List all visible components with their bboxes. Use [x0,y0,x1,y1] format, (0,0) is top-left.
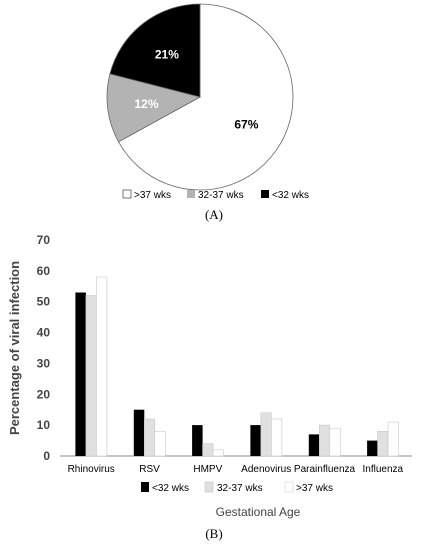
pie-slice-32-wks [109,3,201,98]
x-tick-label-hmpv: HMPV [193,464,222,475]
panel-label-a: (A) [205,207,223,222]
bar-rsv-32-wks [133,409,145,456]
bar-legend-label-lt32: <32 wks [152,483,189,494]
bar-influenza-32-37-wks [377,430,389,457]
bar-hmpv-37-wks [212,449,224,457]
bar-parainfluenza-37-wks [329,427,341,457]
pie-value-label-37-wks: 67% [234,118,258,132]
x-tick-label-influenza: Influenza [363,464,404,475]
y-tick-label: 50 [37,295,51,309]
y-tick-label: 30 [37,356,51,370]
pie-slice-37-wks [117,3,294,191]
bar-adenovirus-32-wks [250,425,261,456]
y-tick-label: 20 [37,387,51,401]
y-tick-label: 70 [37,233,51,247]
panel-label-b: (B) [205,526,222,541]
x-tick-label-rsv: RSV [139,464,160,475]
bar-rsv-37-wks [154,430,166,457]
bar-rsv-32-37-wks [144,418,156,457]
pie-legend: >37 wks 32-37 wks <32 wks [122,189,309,201]
bar-hmpv-32-37-wks [202,443,214,457]
bar-influenza-37-wks [387,421,399,457]
bar-legend: <32 wks 32-37 wks >37 wks [141,481,333,494]
bar-legend-swatch-32-37 [204,481,214,493]
bar-rhinovirus-37-wks [96,276,108,457]
pie-legend-label-gt37: >37 wks [134,190,171,201]
pie-legend-swatch-lt32 [261,190,269,198]
pie-value-label-32-37-wks: 12% [134,97,158,111]
x-tick-label-rhinovirus: Rhinovirus [68,464,115,475]
bar-rhinovirus-32-wks [75,292,86,456]
y-axis-label: Percentage of viral infection [7,261,22,435]
bar-legend-swatch-gt37 [284,481,294,493]
bar-adenovirus-32-37-wks [260,412,272,457]
pie-legend-swatch-32-37 [187,190,195,198]
bar-legend-label-32-37: 32-37 wks [217,483,263,494]
pie-legend-label-32-37: 32-37 wks [198,190,244,201]
pie-slice-32-37-wks [106,73,202,143]
y-tick-label: 0 [43,449,50,463]
bar-legend-label-gt37: >37 wks [296,483,333,494]
bar-chart: Percentage of viral infection 0 10 20 30 40 5… [7,233,412,475]
bar-rhinovirus-32-37-wks [85,295,97,457]
bar-legend-swatch-lt32 [141,482,149,492]
bar-parainfluenza-32-wks [308,434,320,456]
bar-parainfluenza-32-37-wks [318,424,331,457]
bar-adenovirus-37-wks [271,418,283,457]
x-axis-label: Gestational Age [216,505,301,519]
x-tick-label-parainfluenza: Parainfluenza [294,464,356,475]
pie-chart: 67% 12% 21% [106,3,294,191]
bar-influenza-32-wks [367,440,378,456]
y-tick-label: 10 [37,418,51,432]
y-tick-label: 40 [37,326,51,340]
y-tick-label: 60 [37,264,51,278]
pie-legend-label-lt32: <32 wks [272,190,309,201]
x-tick-label-adenovirus: Adenovirus [241,464,291,475]
bar-hmpv-32-wks [192,425,203,456]
pie-legend-swatch-gt37 [122,189,132,199]
pie-value-label-32-wks: 21% [155,47,179,61]
